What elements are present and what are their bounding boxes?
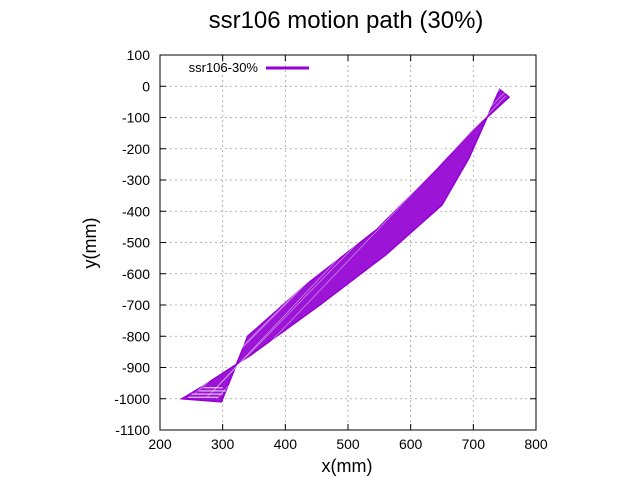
- x-tick-label: 800: [524, 436, 548, 452]
- legend-label-ssr106-30: ssr106-30%: [189, 60, 259, 75]
- y-tick-label: -900: [122, 360, 150, 376]
- series-path-stroke: [200, 93, 496, 390]
- x-tick-label: 700: [462, 436, 486, 452]
- series-path-stroke: [213, 98, 490, 392]
- y-axis-label: y(mm): [80, 218, 100, 269]
- x-tick-label: 500: [336, 436, 360, 452]
- plot-area: [179, 87, 511, 403]
- y-tick-label: -1100: [115, 422, 150, 438]
- axis-ticks: 200 300 400 500 600 700 800 100 0 -100 -200 -300 -40…: [114, 47, 548, 452]
- y-tick-label: 100: [127, 47, 151, 63]
- y-tick-label: -1000: [114, 391, 150, 407]
- y-tick-label: -400: [122, 203, 150, 219]
- y-tick-label: -300: [122, 172, 150, 188]
- legend: ssr106-30%: [189, 60, 309, 75]
- x-axis-label: x(mm): [322, 456, 373, 476]
- y-tick-label: -700: [122, 297, 150, 313]
- y-tick-label: -800: [122, 328, 150, 344]
- y-tick-label: -100: [122, 110, 150, 126]
- y-tick-label: -200: [122, 141, 150, 157]
- y-tick-label: -500: [122, 235, 150, 251]
- y-tick-label: 0: [142, 78, 150, 94]
- series-path-stroke: [206, 92, 505, 398]
- x-tick-label: 300: [211, 436, 235, 452]
- x-tick-label: 200: [148, 436, 172, 452]
- x-tick-label: 400: [274, 436, 298, 452]
- y-tick-label: -600: [122, 266, 150, 282]
- series-path-stroke: [216, 95, 507, 399]
- chart-title: ssr106 motion path (30%): [209, 7, 484, 34]
- series-path-band: [179, 88, 511, 403]
- x-tick-label: 600: [399, 436, 423, 452]
